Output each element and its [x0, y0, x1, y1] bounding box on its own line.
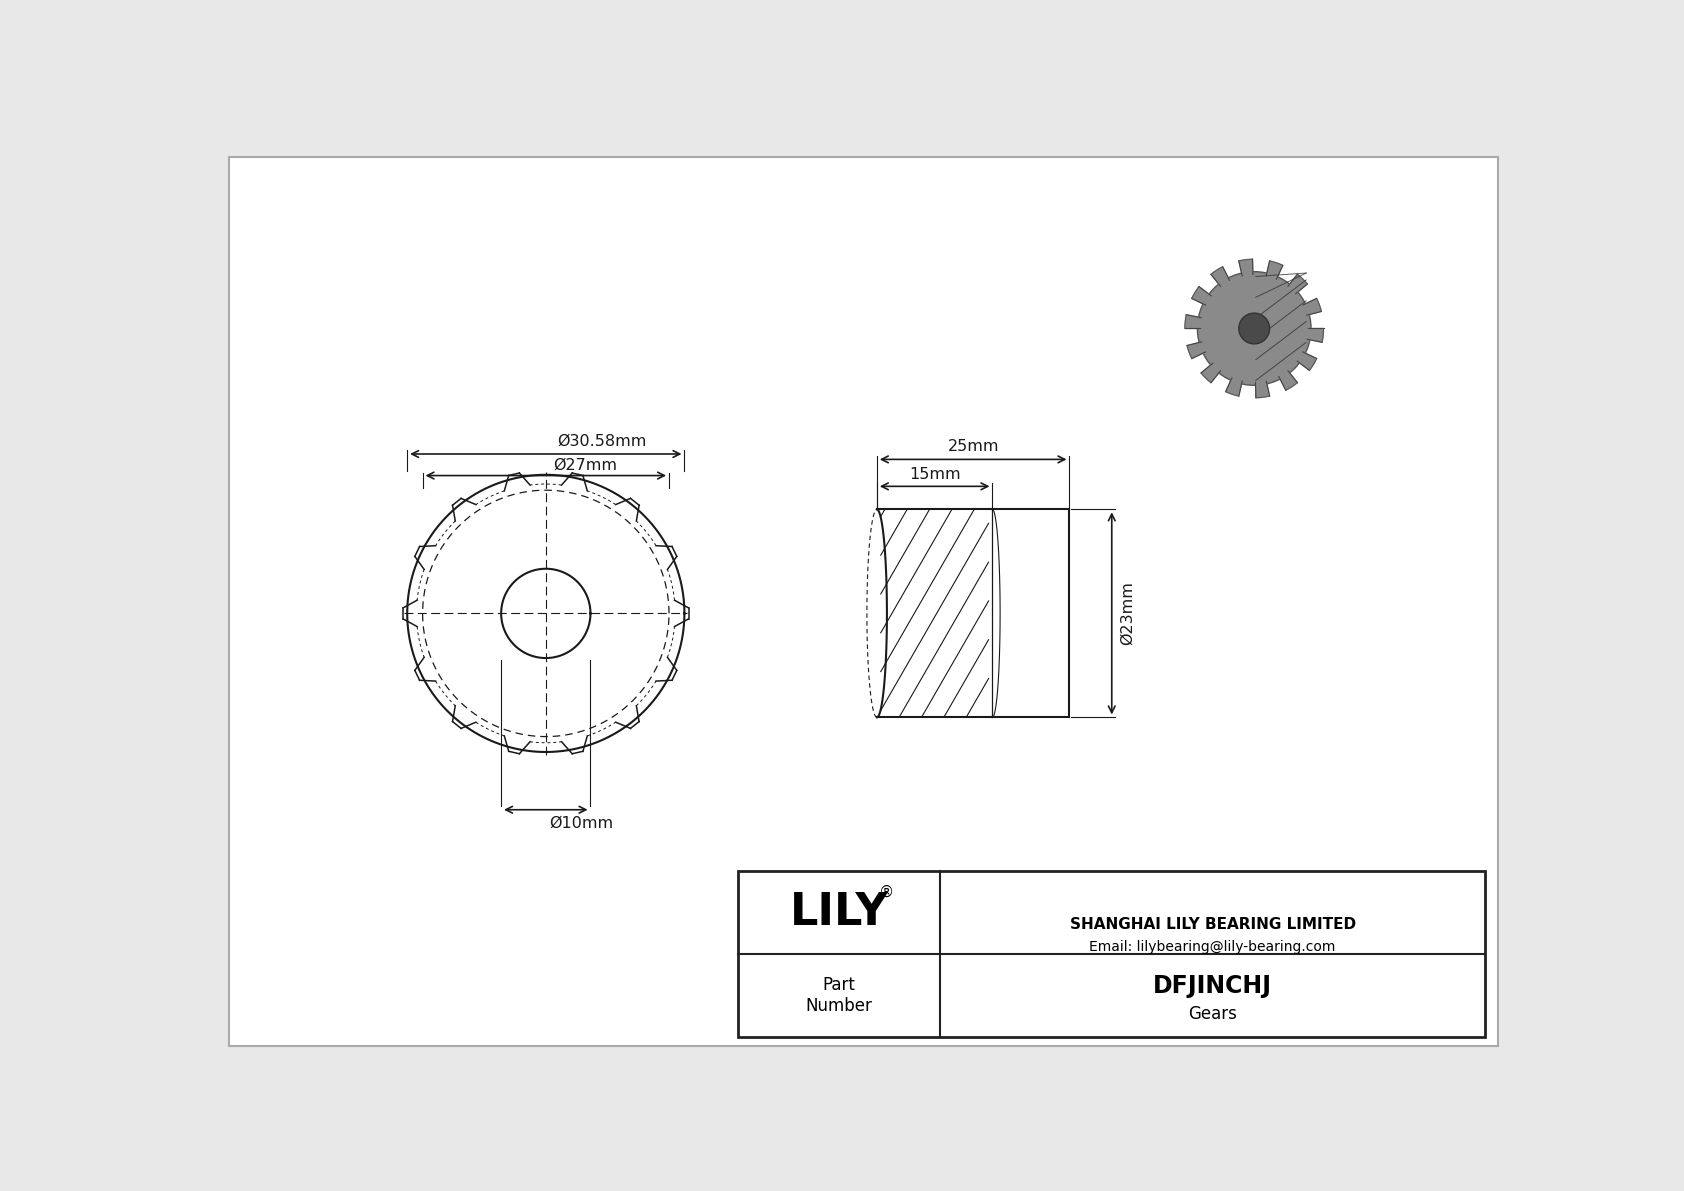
- Circle shape: [1239, 313, 1270, 344]
- Text: DFJINCHJ: DFJINCHJ: [1154, 973, 1271, 998]
- Text: Ø27mm: Ø27mm: [554, 457, 618, 473]
- Text: LILY: LILY: [790, 891, 889, 934]
- Bar: [738, 872, 1485, 1037]
- Text: ®: ®: [879, 885, 894, 899]
- Polygon shape: [1266, 261, 1283, 279]
- Polygon shape: [1201, 363, 1221, 382]
- Polygon shape: [1303, 299, 1322, 316]
- Polygon shape: [1288, 274, 1307, 294]
- Text: Ø30.58mm: Ø30.58mm: [557, 434, 647, 449]
- Polygon shape: [1278, 370, 1297, 391]
- Polygon shape: [1211, 267, 1229, 286]
- Text: Ø10mm: Ø10mm: [549, 816, 613, 831]
- Text: Gears: Gears: [1189, 1005, 1238, 1023]
- Text: SHANGHAI LILY BEARING LIMITED: SHANGHAI LILY BEARING LIMITED: [1069, 917, 1356, 931]
- Text: Ø23mm: Ø23mm: [1120, 581, 1135, 646]
- Text: 25mm: 25mm: [948, 439, 999, 454]
- Polygon shape: [1256, 381, 1270, 398]
- Text: Email: lilybearing@lily-bearing.com: Email: lilybearing@lily-bearing.com: [1090, 941, 1335, 954]
- Polygon shape: [1307, 329, 1324, 342]
- Polygon shape: [1186, 314, 1201, 329]
- Polygon shape: [1239, 260, 1253, 276]
- Polygon shape: [1297, 353, 1317, 370]
- Text: 15mm: 15mm: [909, 468, 960, 482]
- Polygon shape: [1187, 342, 1206, 358]
- Text: Part
Number: Part Number: [805, 977, 872, 1015]
- Circle shape: [1197, 272, 1312, 386]
- Polygon shape: [1192, 287, 1211, 305]
- Polygon shape: [1226, 378, 1243, 397]
